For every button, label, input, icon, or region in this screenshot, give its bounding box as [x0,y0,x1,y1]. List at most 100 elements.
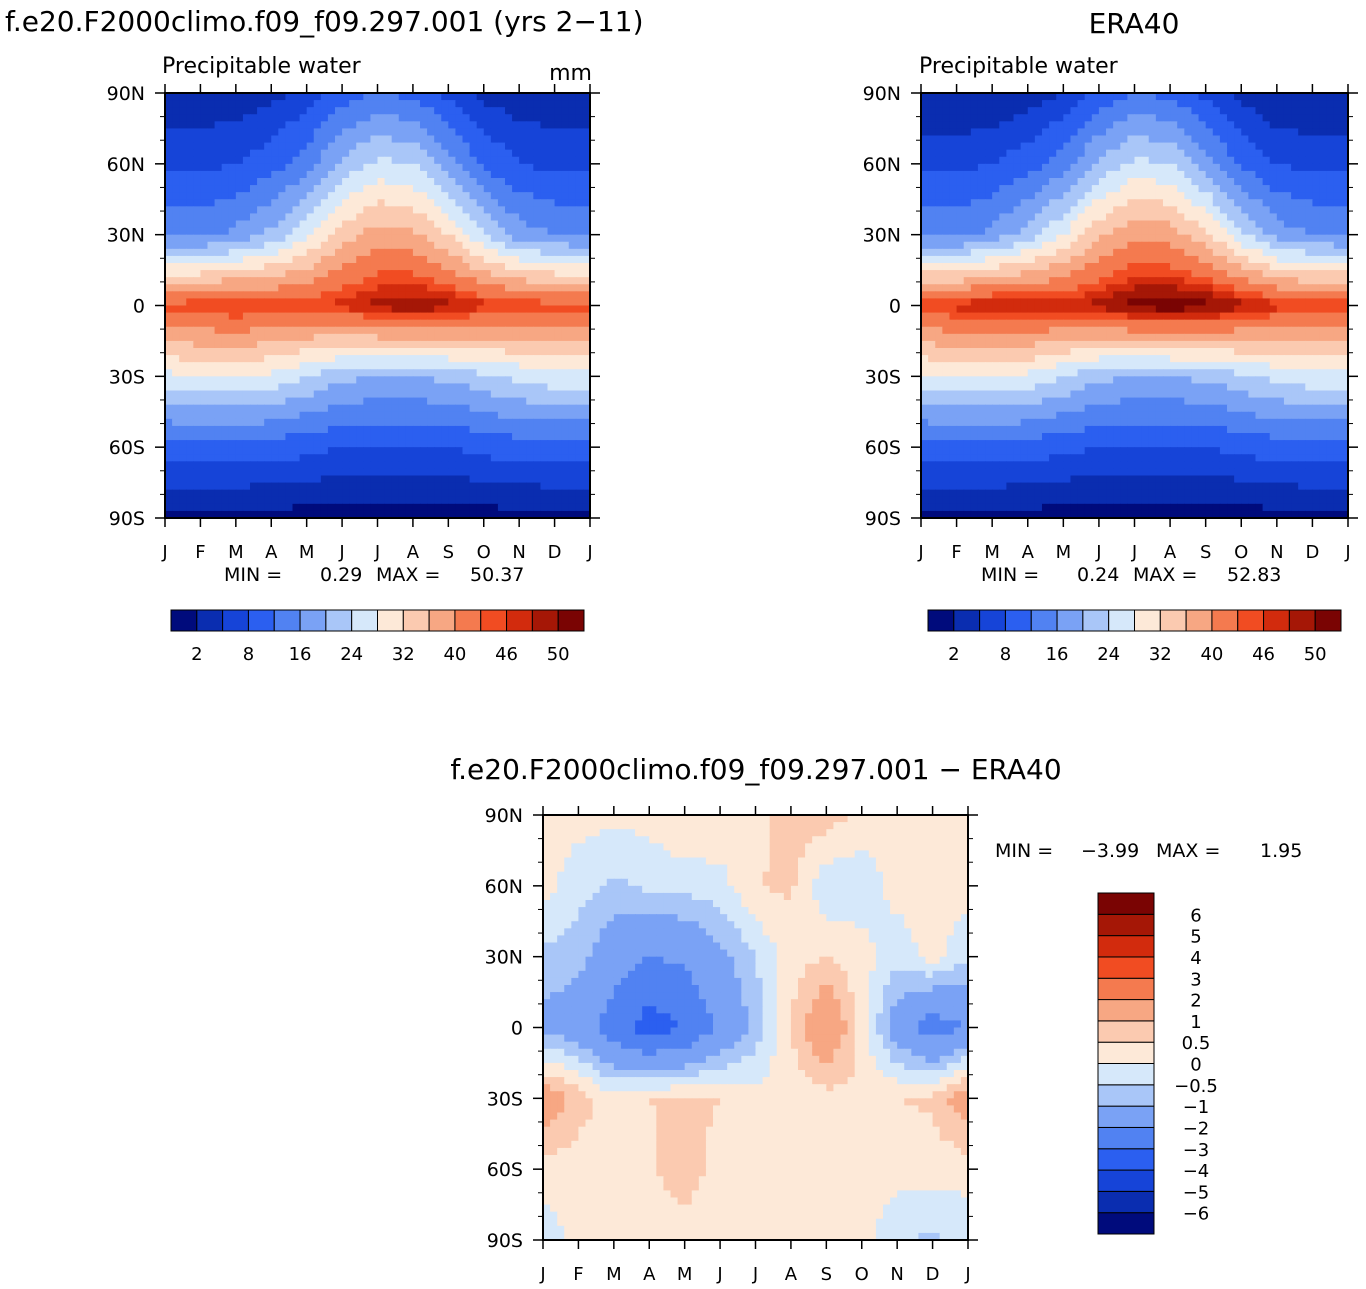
contour-cell [561,206,570,215]
contour-cell [1084,93,1093,101]
contour-cell [561,135,570,144]
contour-cell [526,411,534,420]
contour-cell [1298,100,1306,108]
contour-cell [335,213,343,222]
contour-cell [384,298,393,307]
contour-cell [483,425,492,434]
contour-cell [1063,185,1072,193]
contour-cell [165,263,173,271]
contour-cell [985,107,993,115]
contour-cell [1127,192,1136,200]
contour-cell [1063,206,1072,215]
contour-cell [420,185,428,193]
contour-cell [1219,178,1228,186]
contour-cell [1034,234,1043,243]
contour-cell [1034,241,1043,250]
contour-cell [405,284,414,292]
contour-cell [1070,128,1079,137]
contour-cell [207,355,216,363]
contour-cell [1120,241,1128,250]
contour-cell [561,234,570,243]
contour-cell [1312,192,1321,200]
contour-cell [179,440,187,448]
contour-cell [1205,128,1214,137]
contour-cell [575,277,584,285]
contour-cell [193,185,202,193]
contour-cell [200,170,209,179]
contour-cell [1056,107,1064,115]
contour-cell [568,369,577,377]
contour-cell [469,114,478,122]
contour-cell [427,248,435,257]
contour-cell [469,312,478,321]
contour-cell [257,263,265,271]
contour-cell [165,326,173,335]
contour-cell [172,305,180,314]
contour-cell [1120,199,1128,207]
contour-cell [1298,213,1306,222]
contour-cell [1184,192,1193,200]
contour-cell [554,192,563,200]
contour-cell [476,326,485,335]
contour-cell [1049,156,1057,165]
contour-cell [1177,227,1185,236]
contour-cell [1184,156,1193,165]
contour-cell [214,312,223,321]
contour-cell [356,404,364,413]
contour-cell [533,270,542,278]
contour-cell [306,199,315,207]
contour-cell [949,220,958,229]
contour-cell [349,263,357,271]
contour-cell [264,149,272,158]
contour-cell [1191,114,1200,122]
contour-cell [1006,192,1015,200]
contour-cell [235,248,244,257]
contour-cell [1056,149,1064,158]
contour-cell [172,404,180,413]
contour-cell [1333,213,1342,222]
contour-cell [228,503,237,512]
contour-cell [1013,199,1022,207]
contour-cell [271,312,279,321]
contour-cell [505,333,513,342]
contour-cell [476,206,485,215]
contour-cell [1205,241,1214,250]
contour-cell [1219,135,1228,144]
contour-cell [469,433,478,441]
contour-cell [193,440,202,448]
contour-cell [1212,170,1221,179]
contour-cell [575,404,584,413]
contour-cell [420,234,428,243]
contour-cell [384,114,393,122]
contour-cell [505,100,513,108]
contour-cell [1255,178,1264,186]
contour-cell [533,355,542,363]
contour-cell [292,362,301,370]
contour-cell [349,489,357,498]
contour-cell [278,135,287,144]
contour-cell [483,333,492,342]
contour-cell [235,418,244,427]
contour-cell [1248,156,1257,165]
contour-cell [278,326,287,335]
contour-cell [427,163,435,172]
contour-cell [526,199,534,207]
contour-cell [342,248,350,257]
contour-cell [1212,142,1221,151]
contour-cell [1205,227,1214,236]
contour-cell [221,355,230,363]
contour-cell [342,340,350,349]
contour-cell [335,185,343,193]
contour-cell [320,482,329,491]
contour-cell [1283,107,1292,115]
contour-cell [405,312,414,321]
contour-cell [1155,107,1164,115]
contour-cell [370,340,379,349]
contour-cell [165,489,173,498]
contour-cell [554,390,563,399]
contour-cell [483,404,492,413]
contour-cell [405,213,414,222]
contour-cell [214,277,223,285]
contour-cell [214,440,223,448]
contour-cell [377,433,386,441]
